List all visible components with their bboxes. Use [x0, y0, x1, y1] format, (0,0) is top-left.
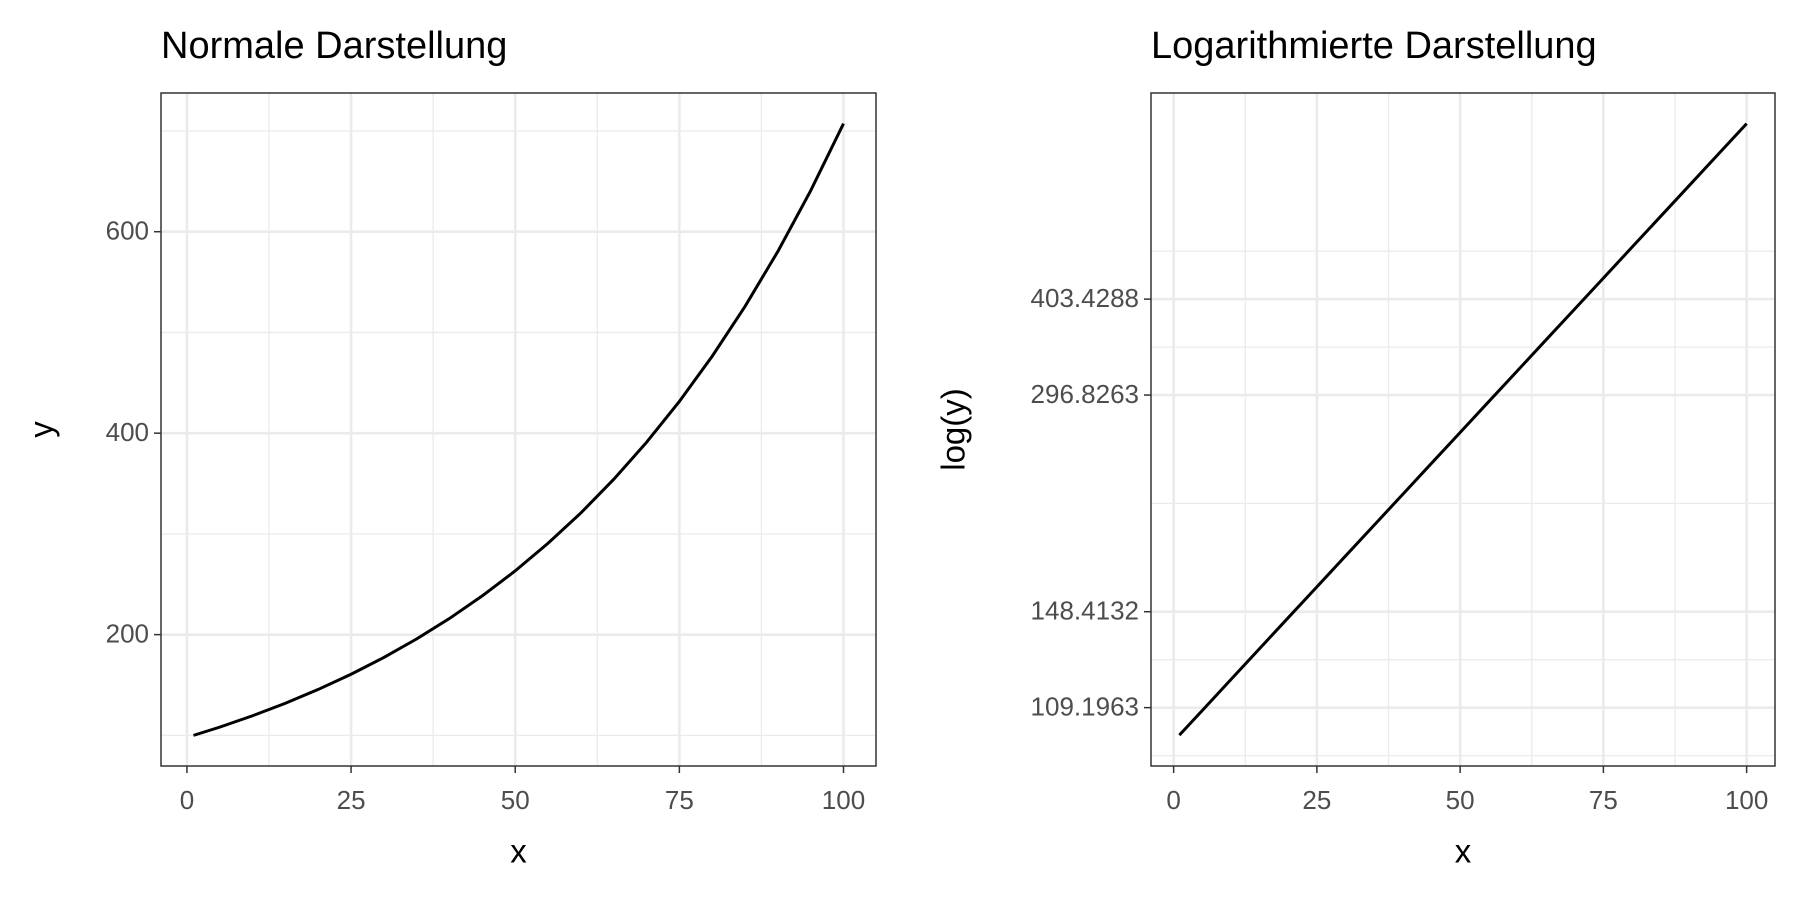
chart-title: Normale Darstellung [161, 25, 507, 67]
x-tick-label: 0 [1166, 785, 1180, 815]
x-tick-label: 100 [1725, 785, 1768, 815]
data-line [193, 122, 845, 737]
y-tick-label: 200 [106, 619, 149, 649]
panel-background [161, 93, 876, 766]
y-tick-label: 403.4288 [1031, 283, 1139, 313]
y-tick-label: 148.4132 [1031, 596, 1139, 626]
x-axis-title: x [1455, 833, 1472, 870]
y-tick-label: 400 [106, 417, 149, 447]
y-axis-title: y [23, 421, 60, 438]
y-tick-label: 296.8263 [1031, 379, 1139, 409]
x-tick-label: 75 [1589, 785, 1618, 815]
x-tick-label: 25 [1302, 785, 1331, 815]
x-tick-label: 75 [665, 785, 694, 815]
y-tick-label: 600 [106, 216, 149, 246]
x-tick-label: 50 [1446, 785, 1475, 815]
y-axis-title: log(y) [935, 388, 972, 471]
chart-title: Logarithmierte Darstellung [1151, 25, 1597, 67]
data-line [1178, 122, 1748, 737]
x-tick-label: 25 [337, 785, 366, 815]
x-axis-title: x [510, 833, 527, 870]
panel-border [160, 92, 877, 767]
y-tick-label: 109.1963 [1031, 692, 1139, 722]
x-tick-label: 50 [501, 785, 530, 815]
x-tick-label: 100 [822, 785, 865, 815]
panel-border [1150, 92, 1776, 767]
x-tick-label: 0 [180, 785, 194, 815]
